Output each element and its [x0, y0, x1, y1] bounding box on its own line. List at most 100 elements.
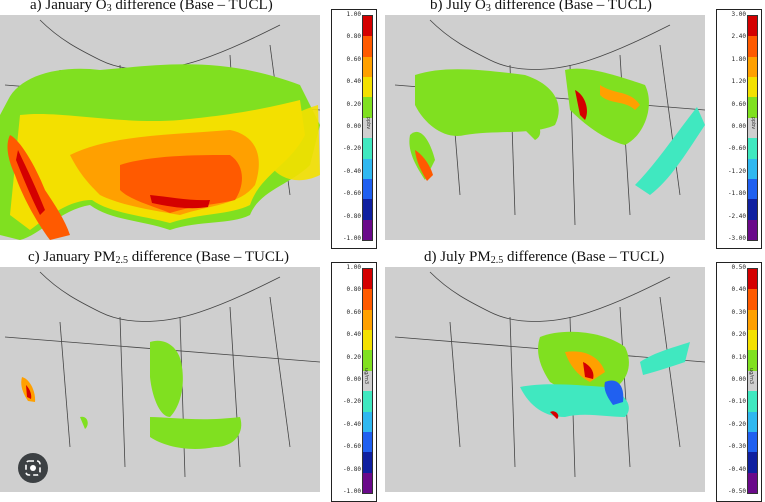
- colorbar-a: 1.00 0.80 0.60 0.40 0.20 0.00 -0.20 -0.40 -0.60 -…: [331, 9, 377, 249]
- colorbar-b-tick-label: -1.20: [727, 167, 746, 175]
- colorbar-c-tick-label: -1.00: [342, 488, 361, 495]
- colorbar-c-segment: [363, 452, 372, 473]
- colorbar-a-tick-label: -0.80: [342, 212, 361, 220]
- colorbar-b-segment: [748, 199, 757, 220]
- colorbar-a-tick-label: 0.20: [346, 100, 361, 108]
- colorbar-c-tick-label: 0.00: [346, 376, 361, 383]
- panel-c-map: [0, 267, 320, 492]
- colorbar-b-tick-label: -3.00: [727, 235, 746, 242]
- colorbar-b-unit: ppbv: [749, 116, 756, 130]
- colorbar-c-segment: [363, 330, 372, 351]
- colorbar-d-tick-label: 0.00: [731, 376, 746, 383]
- colorbar-b-tick-label: 3.00: [731, 11, 746, 18]
- colorbar-c-tick-label: 1.00: [346, 264, 361, 271]
- colorbar-c-tick-label: 0.80: [346, 286, 361, 294]
- colorbar-a-segment: [363, 36, 372, 57]
- colorbar-d-segment: [748, 431, 757, 453]
- colorbar-a-segment: [363, 77, 372, 98]
- colorbar-c-segment: [363, 472, 372, 493]
- colorbar-c-segment: [363, 269, 372, 290]
- colorbar-d-unit: ug/m3: [747, 367, 754, 385]
- colorbar-b-segment: [748, 178, 757, 200]
- colorbar-b-tick-label: 1.80: [731, 55, 746, 63]
- panel-d-map: [385, 267, 705, 492]
- colorbar-d-tick-label: 0.30: [731, 308, 746, 316]
- colorbar-b-segment: [748, 97, 757, 118]
- colorbar-a-tick-label: 1.00: [346, 11, 361, 18]
- colorbar-a-tick-label: 0.80: [346, 33, 361, 41]
- panel-b-title: b) July O3 difference (Base – TUCL): [430, 0, 652, 14]
- colorbar-b-tick-label: -0.60: [727, 145, 746, 153]
- colorbar-b-segment: [748, 158, 757, 179]
- colorbar-d-segment: [748, 452, 757, 473]
- colorbar-b-segment: [748, 16, 757, 37]
- colorbar-b-segment: [748, 56, 757, 78]
- colorbar-b-tick-label: 2.40: [731, 33, 746, 41]
- colorbar-a-tick-label: 0.40: [346, 78, 361, 86]
- colorbar-c-tick-label: 0.40: [346, 331, 361, 339]
- colorbar-d-tick-label: -0.10: [727, 398, 746, 406]
- colorbar-d-tick-label: -0.30: [727, 443, 746, 451]
- colorbar-c-unit: ug/m3: [362, 367, 369, 385]
- colorbar-a-tick-label: -0.20: [342, 145, 361, 153]
- colorbar-b-segment: [748, 219, 757, 240]
- colorbar-d-segment: [748, 350, 757, 371]
- colorbar-c-tick-label: -0.40: [342, 420, 361, 428]
- lens-search-icon[interactable]: [18, 453, 48, 483]
- colorbar-a-tick-label: -0.40: [342, 167, 361, 175]
- colorbar-a-segment: [363, 178, 372, 200]
- colorbar-a-segment: [363, 117, 372, 139]
- colorbar-c-segment: [363, 289, 372, 310]
- colorbar-d-segment: [748, 391, 757, 412]
- colorbar-b-segment: [748, 138, 757, 159]
- colorbar-d-tick-label: -0.50: [727, 488, 746, 495]
- panel-d-title: d) July PM2.5 difference (Base – TUCL): [424, 249, 665, 266]
- colorbar-c-tick-label: -0.60: [342, 443, 361, 451]
- colorbar-a-tick-label: 0.60: [346, 55, 361, 63]
- colorbar-c-tick-label: -0.80: [342, 465, 361, 473]
- colorbar-d: 0.50 0.40 0.30 0.20 0.10 0.00 -0.10 -0.20 -0.30 -…: [716, 262, 762, 502]
- colorbar-c-tick-label: -0.20: [342, 398, 361, 406]
- colorbar-b-strip: [747, 15, 758, 241]
- colorbar-c: 1.00 0.80 0.60 0.40 0.20 0.00 -0.20 -0.40 -0.60 -…: [331, 262, 377, 502]
- panel-a-title: a) January O3 difference (Base – TUCL): [30, 0, 273, 14]
- colorbar-d-segment: [748, 370, 757, 392]
- colorbar-a-segment: [363, 97, 372, 118]
- colorbar-c-segment: [363, 370, 372, 392]
- colorbar-a-tick-label: -0.60: [342, 190, 361, 198]
- colorbar-c-tick-label: 0.60: [346, 308, 361, 316]
- panel-b-map: [385, 15, 705, 240]
- colorbar-a-tick-label: 0.00: [346, 123, 361, 130]
- colorbar-a-strip: [362, 15, 373, 241]
- colorbar-d-tick-label: 0.50: [731, 264, 746, 271]
- colorbar-d-segment: [748, 309, 757, 331]
- colorbar-d-tick-label: -0.40: [727, 465, 746, 473]
- colorbar-d-tick-label: 0.40: [731, 286, 746, 294]
- colorbar-d-tick-label: 0.20: [731, 331, 746, 339]
- colorbar-b-segment: [748, 117, 757, 139]
- colorbar-a-segment: [363, 219, 372, 240]
- colorbar-b-tick-label: 0.00: [731, 123, 746, 130]
- colorbar-a-segment: [363, 199, 372, 220]
- colorbar-b-tick-label: 1.20: [731, 78, 746, 86]
- colorbar-d-segment: [748, 269, 757, 290]
- colorbar-a-segment: [363, 56, 372, 78]
- colorbar-c-segment: [363, 411, 372, 432]
- colorbar-a-segment: [363, 138, 372, 159]
- panel-c-title: c) January PM2.5 difference (Base – TUCL…: [28, 249, 290, 266]
- colorbar-d-segment: [748, 330, 757, 351]
- colorbar-c-strip: [362, 268, 373, 494]
- colorbar-c-segment: [363, 350, 372, 371]
- colorbar-a-unit: ppbv: [364, 116, 371, 130]
- colorbar-d-tick-label: 0.10: [731, 353, 746, 361]
- colorbar-b-tick-label: 0.60: [731, 100, 746, 108]
- colorbar-b: 3.00 2.40 1.80 1.20 0.60 0.00 -0.60 -1.20 -1.80 -…: [716, 9, 762, 249]
- colorbar-a-tick-label: -1.00: [342, 235, 361, 242]
- colorbar-c-tick-label: 0.20: [346, 353, 361, 361]
- colorbar-d-segment: [748, 472, 757, 493]
- colorbar-c-segment: [363, 309, 372, 331]
- colorbar-d-segment: [748, 289, 757, 310]
- colorbar-b-tick-label: -1.80: [727, 190, 746, 198]
- colorbar-d-tick-label: -0.20: [727, 420, 746, 428]
- colorbar-d-segment: [748, 411, 757, 432]
